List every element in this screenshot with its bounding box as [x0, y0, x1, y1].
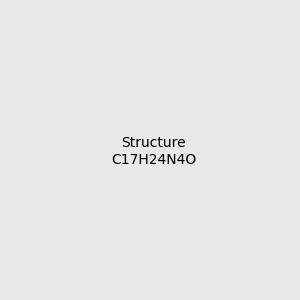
Text: Structure
C17H24N4O: Structure C17H24N4O [111, 136, 196, 166]
